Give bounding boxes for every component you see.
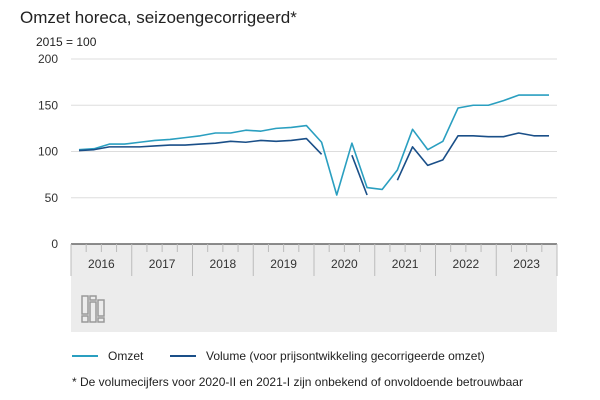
- x-tick-label: 2018: [210, 257, 237, 271]
- legend-swatch-omzet: [72, 355, 98, 357]
- legend-item-volume[interactable]: Volume (voor prijsontwikkeling gecorrige…: [170, 349, 485, 363]
- chart-subtitle: 2015 = 100: [36, 35, 97, 49]
- logo-shape: [81, 295, 89, 315]
- y-tick-label: 50: [45, 191, 59, 205]
- series-line-volume: [351, 154, 368, 196]
- logo-shape: [81, 315, 89, 323]
- x-tick-label: 2019: [270, 257, 297, 271]
- legend-swatch-volume: [170, 355, 196, 357]
- x-tick-label: 2020: [331, 257, 358, 271]
- legend-label-omzet: Omzet: [108, 349, 144, 363]
- logo-shape: [97, 299, 105, 317]
- chart-title: Omzet horeca, seizoengecorrigeerd*: [20, 8, 297, 27]
- x-tick-label: 2021: [392, 257, 419, 271]
- legend-item-omzet[interactable]: Omzet: [72, 349, 143, 363]
- cbs-logo: [81, 295, 105, 323]
- x-tick-label: 2023: [513, 257, 540, 271]
- logo-shape: [89, 301, 97, 323]
- y-tick-label: 150: [38, 98, 58, 112]
- series-line-omzet: [78, 94, 549, 196]
- y-tick-label: 200: [38, 52, 58, 66]
- y-tick-label: 100: [38, 145, 58, 159]
- x-tick-label: 2022: [453, 257, 480, 271]
- logo-shape: [97, 317, 105, 323]
- x-tick-label: 2016: [88, 257, 115, 271]
- footnote: * De volumecijfers voor 2020-II en 2021-…: [72, 375, 523, 389]
- logo-shape: [89, 295, 97, 301]
- x-tick-label: 2017: [149, 257, 176, 271]
- y-tick-label: 0: [51, 237, 58, 251]
- legend-label-volume: Volume (voor prijsontwikkeling gecorrige…: [206, 349, 485, 363]
